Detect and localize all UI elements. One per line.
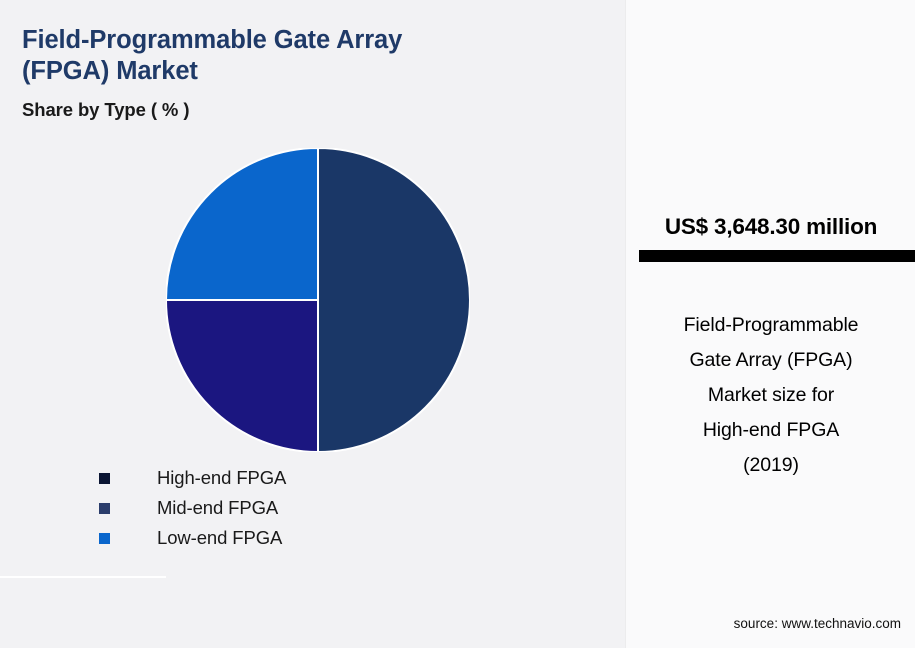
legend-swatch-icon-mid-end-fpga — [99, 502, 110, 514]
pie-slice[interactable] — [166, 299, 319, 452]
legend-item-low-end-fpga[interactable]: Low-end FPGA — [99, 523, 286, 553]
callout-description-line-5: (2019) — [743, 454, 799, 476]
chart-title-line-1: Field-Programmable Gate Array — [22, 26, 403, 54]
pie-chart — [166, 148, 470, 452]
legend-label-mid-end-fpga: Mid-end FPGA — [157, 497, 279, 518]
callout-description: Field-Programmable Gate Array (FPGA) Mar… — [636, 308, 906, 483]
pie-chart-svg — [166, 148, 470, 452]
callout-panel: US$ 3,648.30 million Field-Programmable … — [625, 0, 915, 648]
legend-item-high-end-fpga[interactable]: High-end FPGA — [99, 463, 286, 493]
page-title: Field-Programmable Gate Array (FPGA) Mar… — [22, 25, 582, 87]
legend-label-low-end-fpga: Low-end FPGA — [157, 527, 283, 548]
callout-description-line-4: High-end FPGA — [702, 419, 840, 441]
chart-subtitle: Share by Type ( % ) — [22, 99, 190, 120]
pie-slice-group — [166, 148, 470, 452]
pie-slice[interactable] — [317, 148, 470, 452]
callout-description-line-2: Gate Array (FPGA) — [689, 349, 853, 371]
source-attribution: source: www.technavio.com — [733, 616, 901, 631]
pie-slice[interactable] — [166, 148, 319, 301]
legend-item-mid-end-fpga[interactable]: Mid-end FPGA — [99, 493, 286, 523]
callout-description-line-1: Field-Programmable — [683, 314, 859, 336]
decorative-rule — [0, 576, 166, 578]
callout-value: US$ 3,648.30 million — [664, 214, 878, 239]
legend-swatch-icon-low-end-fpga — [99, 532, 110, 544]
chart-title-line-2: (FPGA) Market — [22, 57, 198, 85]
callout-description-line-3: Market size for — [707, 384, 835, 406]
chart-legend: High-end FPGA Mid-end FPGA Low-end FPGA — [99, 463, 286, 553]
legend-label-high-end-fpga: High-end FPGA — [157, 467, 287, 488]
callout-underline-bar — [639, 250, 915, 262]
legend-swatch-icon-high-end-fpga — [99, 472, 110, 484]
chart-panel: Field-Programmable Gate Array (FPGA) Mar… — [0, 25, 582, 578]
